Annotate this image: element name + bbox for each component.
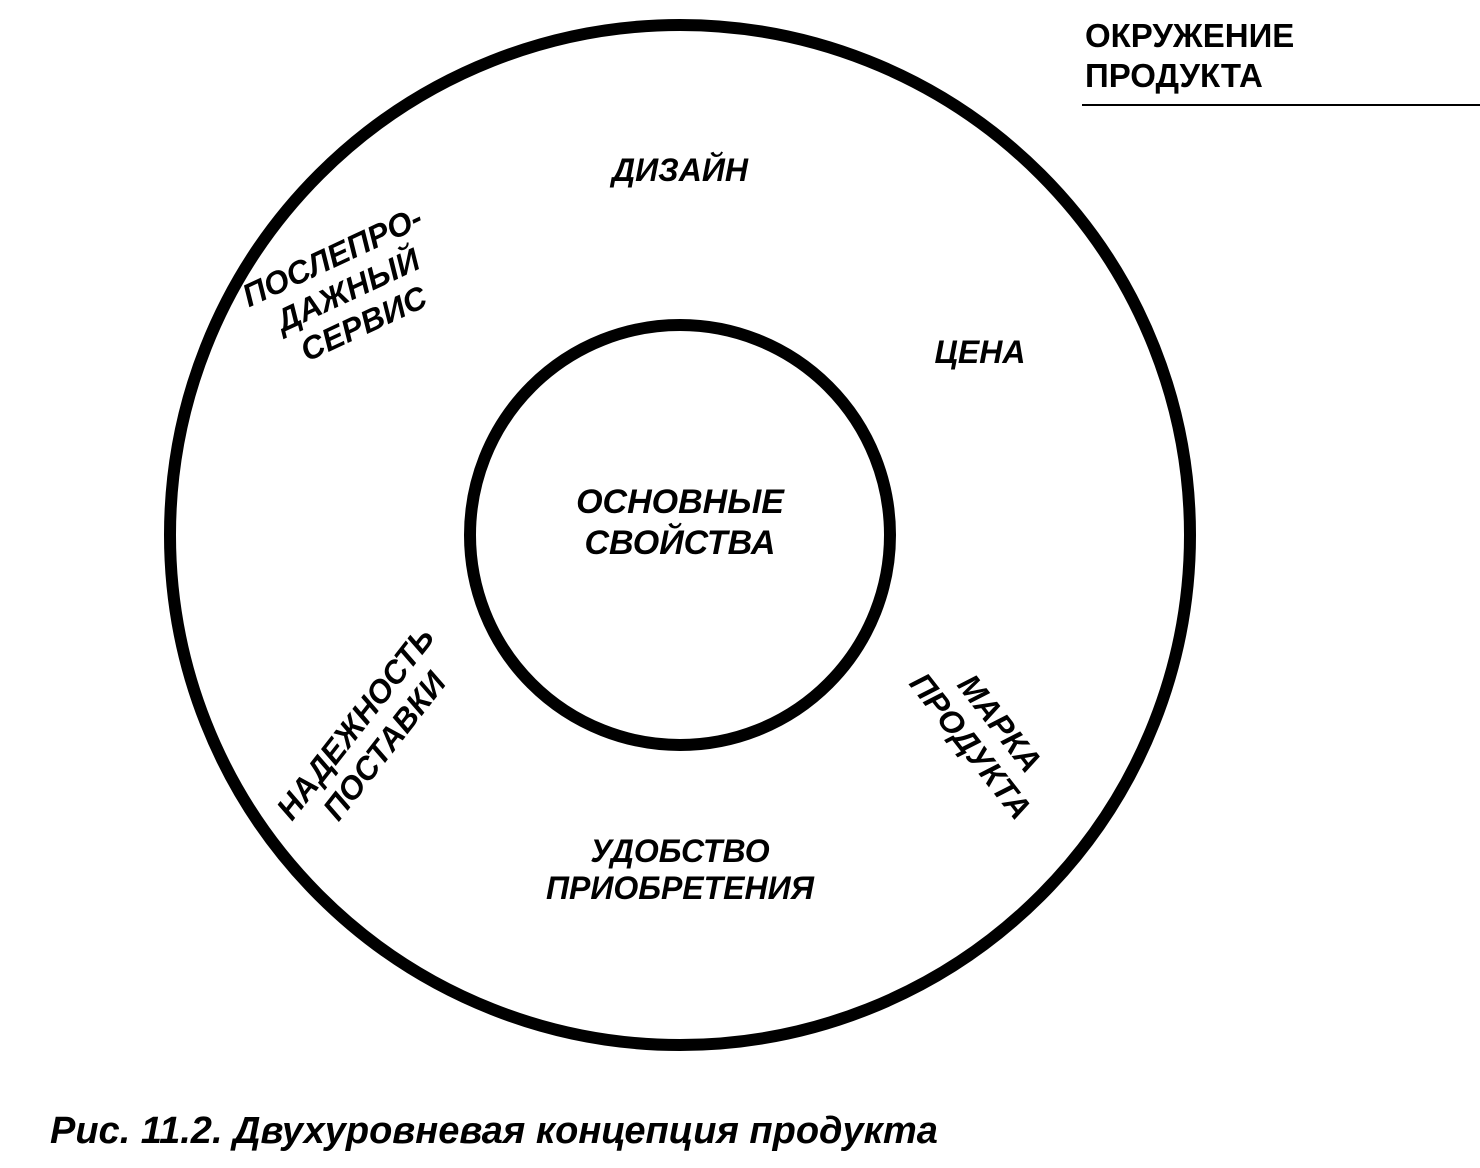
ring-label-line: УДОБСТВО xyxy=(500,833,860,870)
figure-caption: Рис. 11.2. Двухуровневая концепция проду… xyxy=(50,1110,938,1153)
outer-annotation: ОКРУЖЕНИЕ ПРОДУКТА xyxy=(1085,16,1294,95)
ring-label-design: ДИЗАЙН xyxy=(500,152,860,189)
outer-annotation-underline xyxy=(1082,104,1480,106)
ring-label-line: ПРИОБРЕТЕНИЯ xyxy=(500,870,860,907)
ring-label-conven: УДОБСТВОПРИОБРЕТЕНИЯ xyxy=(500,833,860,907)
ring-label-line: ЦЕНА xyxy=(800,334,1160,371)
ring-label-price: ЦЕНА xyxy=(800,334,1160,371)
diagram-container: ОКРУЖЕНИЕ ПРОДУКТА ОСНОВНЫЕ СВОЙСТВА ДИЗ… xyxy=(0,0,1480,1168)
ring-label-line: ДИЗАЙН xyxy=(500,152,860,189)
center-label-line2: СВОЙСТВА xyxy=(530,523,830,564)
outer-annotation-line1: ОКРУЖЕНИЕ xyxy=(1085,16,1294,56)
center-label-line1: ОСНОВНЫЕ xyxy=(530,482,830,523)
outer-annotation-line2: ПРОДУКТА xyxy=(1085,56,1294,96)
center-label: ОСНОВНЫЕ СВОЙСТВА xyxy=(530,482,830,564)
